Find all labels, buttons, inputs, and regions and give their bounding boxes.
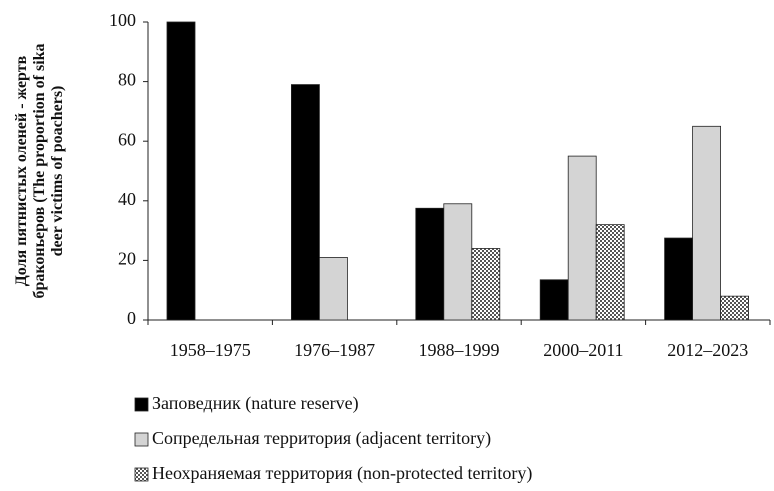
bar	[166, 21, 196, 321]
y-tick-label: 60	[118, 129, 136, 149]
y-tick-label: 20	[118, 249, 136, 269]
x-tick-label: 1958–1975	[170, 340, 251, 360]
y-axis-label-line: deer victims of poachers)	[49, 86, 66, 257]
bar	[443, 203, 473, 321]
y-tick-label: 80	[118, 70, 136, 90]
legend-swatch	[134, 397, 149, 412]
y-tick-label: 0	[127, 308, 136, 328]
legend-label: Сопредельная территория (adjacent territ…	[152, 428, 491, 449]
legend-swatch	[134, 432, 149, 447]
x-tick-label: 1976–1987	[294, 340, 375, 360]
bar	[290, 84, 320, 321]
y-axis-label-line: браконьеров (The proportion of sika	[31, 43, 48, 298]
x-tick-label: 1988–1999	[419, 340, 500, 360]
bar	[415, 207, 445, 321]
legend-label: Неохраняемая территория (non-protected t…	[152, 463, 532, 484]
y-axis-label-line: Доля пятнистых оленей - жертв	[13, 55, 30, 286]
bar	[720, 295, 749, 321]
legend-label: Заповедник (nature reserve)	[152, 393, 359, 414]
y-axis-label: Доля пятнистых оленей - жертвбраконьеров…	[13, 43, 66, 298]
bar	[567, 155, 597, 321]
bar	[595, 224, 625, 321]
y-tick-label: 40	[118, 189, 136, 209]
bar	[471, 248, 501, 321]
x-tick-label: 2000–2011	[543, 340, 623, 360]
bar	[318, 257, 348, 321]
y-tick-label: 100	[109, 10, 136, 30]
x-tick-label: 2012–2023	[667, 340, 748, 360]
legend-swatch	[134, 467, 149, 482]
bar	[539, 279, 569, 321]
bar	[692, 125, 721, 321]
bar	[664, 237, 693, 321]
